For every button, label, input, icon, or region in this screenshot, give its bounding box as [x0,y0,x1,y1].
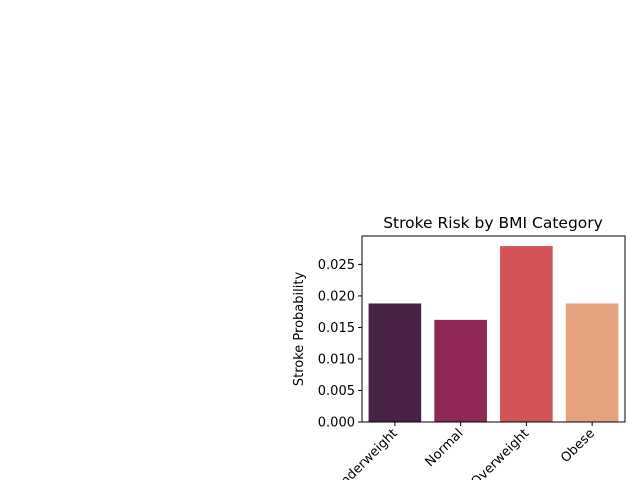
plot-frame [361,235,626,423]
x-axis: Underweight Normal Overweight Obese [331,422,598,480]
bar-obese [565,303,619,422]
chart-title: Stroke Risk by BMI Category [383,214,603,232]
x-tick-label-overweight: Overweight [468,426,532,480]
bar-overweight [500,246,553,422]
y-axis: 0.000 0.005 0.010 0.015 0.020 0.025 [318,258,362,431]
x-tick-label-normal: Normal [423,426,467,470]
y-tick-label: 0.020 [318,289,355,304]
x-tick-label-obese: Obese [558,426,598,466]
y-tick-label: 0.015 [318,321,355,336]
bar-normal [434,319,487,422]
y-axis-label: Stroke Probability [292,272,307,387]
y-tick-label: 0.000 [318,416,355,431]
y-tick-label: 0.005 [318,384,355,399]
bar-underweight [368,303,422,422]
x-tick-label-underweight: Underweight [331,426,400,480]
y-tick-label: 0.010 [318,352,355,367]
bars-group [368,246,619,422]
y-tick-label: 0.025 [318,258,355,273]
